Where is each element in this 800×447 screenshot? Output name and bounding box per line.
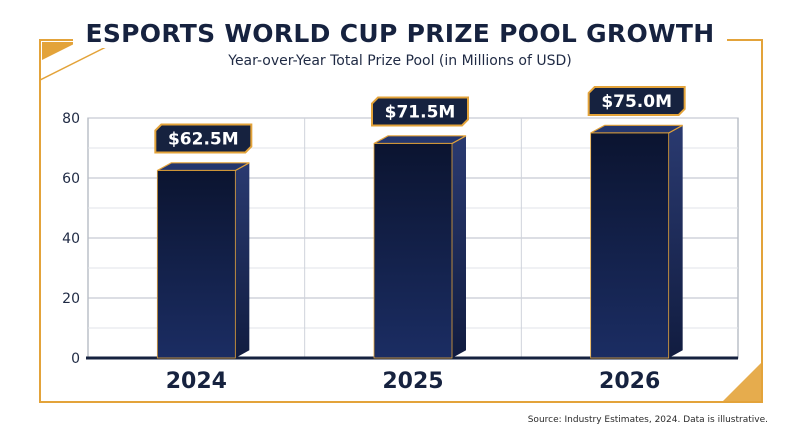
bar [373,143,453,359]
source-note: Source: Industry Estimates, 2024. Data i… [527,415,768,425]
bars-layer [156,124,683,359]
data-label: $75.0M [601,92,672,112]
data-label: $62.5M [168,130,239,150]
chart-title-text: ESPORTS WORLD CUP PRIZE POOL GROWTH [73,19,727,48]
y-tick-label: 60 [62,171,80,187]
bar-top [590,124,683,134]
bar-top [157,162,250,172]
y-tick-label: 20 [62,291,80,307]
bar [590,132,670,359]
bar-top [373,135,467,145]
y-tick-label: 40 [62,231,80,247]
frame-accent-top-left [42,42,78,60]
y-tick-label: 0 [71,351,80,367]
data-label-badge [371,96,469,127]
chart-title: ESPORTS WORLD CUP PRIZE POOL GROWTH [0,19,800,48]
frame-corner-bottom-right [722,362,762,402]
x-tick-label: 2024 [166,369,227,394]
chart-subtitle: Year-over-Year Total Prize Pool (in Mill… [228,53,572,69]
x-tick-label: 2026 [599,369,660,394]
data-label-badge [587,86,686,116]
data-label: $71.5M [385,103,456,123]
x-tick-label: 2025 [382,369,443,394]
bar-side [235,162,250,358]
bar [156,170,236,359]
labels-layer: $62.5M 2024 $71.5M 2025 $75.0M 2026 [154,86,686,394]
bar-side [452,135,466,358]
y-tick-label: 80 [62,111,80,127]
data-label-badge [154,123,253,154]
bar-side [668,125,683,358]
